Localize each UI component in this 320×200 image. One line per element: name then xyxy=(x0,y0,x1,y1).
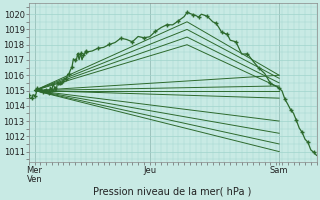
X-axis label: Pression niveau de la mer( hPa ): Pression niveau de la mer( hPa ) xyxy=(93,187,252,197)
